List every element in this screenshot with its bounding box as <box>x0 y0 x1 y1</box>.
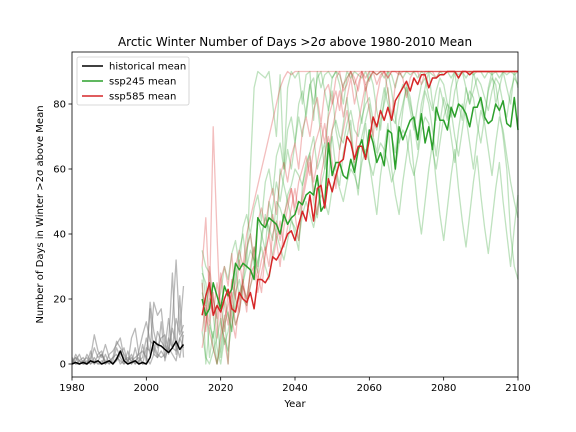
x-tick-label: 2080 <box>431 383 456 394</box>
x-tick-label: 2020 <box>208 383 233 394</box>
historical-member-line-6 <box>71 308 185 365</box>
historical-member-line-5 <box>71 272 185 365</box>
y-tick-label: 20 <box>53 295 66 306</box>
x-tick-label: 2060 <box>357 383 382 394</box>
x-tick-label: 2000 <box>134 383 159 394</box>
y-tick-label: 80 <box>53 100 66 111</box>
x-axis-label: Year <box>283 399 306 410</box>
historical-member-line-3 <box>71 259 185 365</box>
y-tick-label: 40 <box>53 230 66 241</box>
chart-title: Arctic Winter Number of Days >2σ above 1… <box>118 35 472 49</box>
ssp245-member-line-1 <box>201 70 519 365</box>
y-tick-label: 0 <box>60 360 66 371</box>
ssp245-member-line-5 <box>201 77 519 365</box>
ssp245-mean-line <box>201 96 519 317</box>
x-axis-ticks: 1980 2000 2020 2040 2060 2080 2100 <box>59 377 531 394</box>
ssp245-member-line-6 <box>201 70 519 365</box>
legend-label-ssp245-mean: ssp245 mean <box>109 77 176 88</box>
y-tick-label: 60 <box>53 165 66 176</box>
x-tick-label: 2040 <box>282 383 307 394</box>
historical-mean-line <box>71 340 185 365</box>
legend-label-ssp585-mean: ssp585 mean <box>109 92 176 103</box>
ssp585-mean-line <box>201 70 518 317</box>
x-tick-label: 1980 <box>59 383 84 394</box>
legend-box <box>76 56 190 106</box>
x-tick-label: 2100 <box>505 383 530 394</box>
legend: historical mean ssp245 mean ssp585 mean <box>76 56 190 106</box>
mean-series-layer <box>71 70 519 365</box>
y-axis-ticks: 0 20 40 60 80 <box>53 100 72 371</box>
y-axis-label: Number of Days in Winter >2σ above Mean <box>35 105 46 323</box>
legend-label-historical-mean: historical mean <box>109 62 186 73</box>
ensemble-members-layer <box>71 70 519 365</box>
